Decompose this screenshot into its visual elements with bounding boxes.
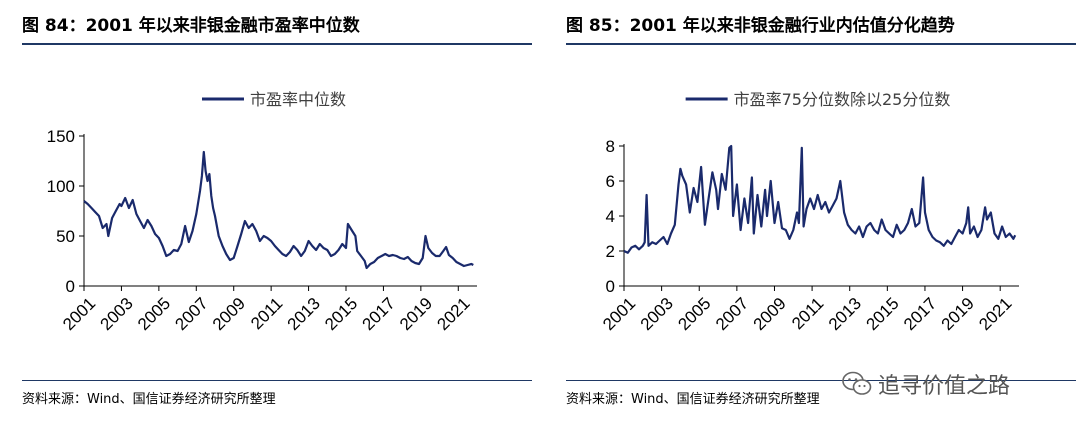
x-tick-label: 2019 <box>938 294 978 334</box>
figure-title: 图 85：2001 年以来非银金融行业内估值分化趋势 <box>566 16 955 36</box>
y-tick-label: 8 <box>606 137 615 156</box>
wechat-icon <box>842 371 872 395</box>
x-tick-label: 2009 <box>750 294 790 334</box>
chart-panel-pe-dispersion: 图 85：2001 年以来非银金融行业内估值分化趋势 0 2 4 6 8 2001 2003… <box>566 0 1076 435</box>
x-tick-label: 2001 <box>599 294 639 334</box>
x-tick-label: 2001 <box>59 294 99 334</box>
source-note: 资料来源：Wind、国信证券经济研究所整理 <box>22 392 276 407</box>
legend-label: 市盈率75分位数除以25分位数 <box>734 90 951 109</box>
x-tick-label: 2009 <box>209 294 249 334</box>
legend: 市盈率中位数 <box>201 90 346 109</box>
x-tick-label: 2017 <box>900 294 940 334</box>
y-tick-label: 2 <box>606 242 615 261</box>
x-tick-label: 2005 <box>134 294 174 334</box>
x-tick-label: 2007 <box>171 294 211 334</box>
x-tick-label: 2015 <box>862 294 902 334</box>
source-note: 资料来源：Wind、国信证券经济研究所整理 <box>566 392 820 407</box>
source-rule <box>22 380 532 381</box>
title-rule <box>566 43 1076 45</box>
title-rule <box>22 43 532 45</box>
y-tick-label: 0 <box>606 277 615 296</box>
watermark: 追寻价值之路 <box>842 366 1072 400</box>
x-tick-label: 2013 <box>825 294 865 334</box>
series-line <box>83 150 474 270</box>
x-tick-label: 2003 <box>97 294 137 334</box>
series-line <box>623 144 1017 254</box>
y-tick-label: 6 <box>606 172 615 191</box>
legend-label: 市盈率中位数 <box>250 90 346 109</box>
y-tick-label: 100 <box>47 177 75 196</box>
legend: 市盈率75分位数除以25分位数 <box>685 90 951 109</box>
x-tick-label: 2011 <box>788 294 827 333</box>
x-tick-label: 2021 <box>975 294 1015 334</box>
y-tick-label: 150 <box>47 127 75 146</box>
y-tick-label: 0 <box>66 277 75 296</box>
chart-panel-pe-median: 图 84：2001 年以来非银金融市盈率中位数 0 50 100 150 2001 200… <box>22 0 532 435</box>
line-chart: 0246820012003200520072009201120132015201… <box>599 90 1019 334</box>
x-tick-label: 2007 <box>712 294 752 334</box>
watermark-text: 追寻价值之路 <box>878 374 1011 399</box>
line-chart: 0501001502001200320052007200920112013201… <box>47 90 477 334</box>
y-tick-label: 50 <box>56 227 75 246</box>
source-rule <box>566 380 1076 381</box>
x-tick-label: 2017 <box>359 294 399 334</box>
x-tick-label: 2021 <box>433 294 473 334</box>
x-tick-label: 2003 <box>637 294 677 334</box>
x-tick-label: 2015 <box>321 294 361 334</box>
x-tick-label: 2013 <box>284 294 324 334</box>
x-tick-label: 2011 <box>247 294 286 333</box>
figure-title: 图 84：2001 年以来非银金融市盈率中位数 <box>22 16 360 36</box>
x-tick-label: 2019 <box>396 294 436 334</box>
x-tick-label: 2005 <box>674 294 714 334</box>
y-tick-label: 4 <box>606 207 615 226</box>
